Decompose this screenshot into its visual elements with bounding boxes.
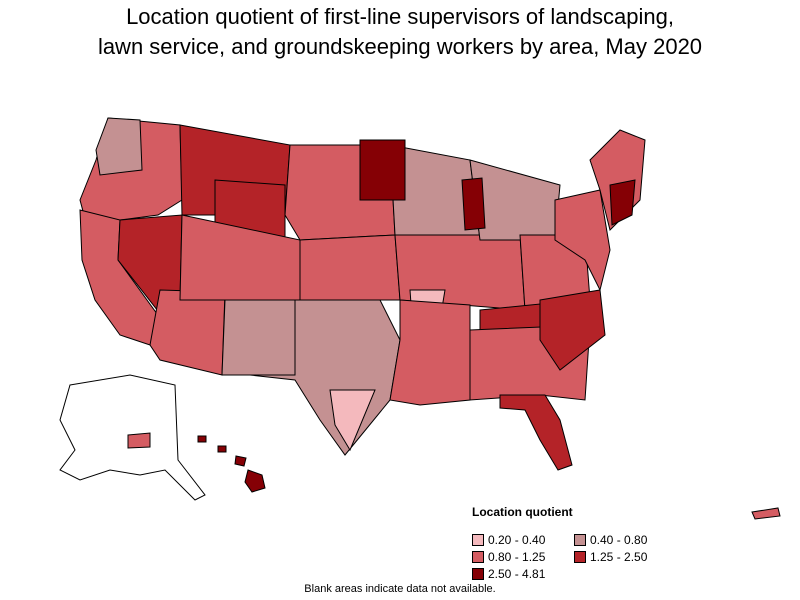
legend-label-0: 0.20 - 0.40 xyxy=(488,533,546,547)
region-alaska-anchorage xyxy=(127,432,151,449)
legend-item-3: 1.25 - 2.50 xyxy=(574,550,694,564)
region-puerto-rico xyxy=(751,507,781,520)
region-texas-gulf xyxy=(329,389,376,452)
region-carolinas xyxy=(539,289,606,371)
region-pacific-northwest xyxy=(95,117,143,176)
legend-title: Location quotient xyxy=(472,505,573,519)
us-choropleth-map xyxy=(59,117,781,520)
region-michigan xyxy=(461,177,486,231)
region-louisiana-mississippi xyxy=(389,299,471,406)
footnote: Blank areas indicate data not available. xyxy=(304,583,496,595)
region-hawaii-maui xyxy=(234,455,247,467)
legend-item-2: 0.80 - 1.25 xyxy=(472,550,574,564)
legend-label-4: 2.50 - 4.81 xyxy=(488,567,546,581)
legend-label-2: 0.80 - 1.25 xyxy=(488,550,546,564)
legend-swatch-2 xyxy=(472,551,484,563)
legend-label-1: 0.40 - 0.80 xyxy=(590,533,648,547)
region-new-mexico xyxy=(221,299,296,376)
legend-item-1: 0.40 - 0.80 xyxy=(574,533,694,547)
region-new-england-east xyxy=(609,179,636,226)
region-hawaii-oahu xyxy=(217,445,227,453)
map-title-line2: lawn service, and groundskeeping workers… xyxy=(97,34,703,59)
alaska xyxy=(59,374,206,501)
region-florida xyxy=(499,394,573,471)
region-great-plains-mid xyxy=(299,234,401,301)
map-title-line1: Location quotient of first-line supervis… xyxy=(126,4,674,29)
hawaii xyxy=(197,435,266,493)
map-title: Location quotient of first-line supervis… xyxy=(0,2,800,62)
legend: Location quotient 0.20 - 0.40 0.40 - 0.8… xyxy=(472,505,712,581)
legend-grid: 0.20 - 0.40 0.40 - 0.80 0.80 - 1.25 1.25… xyxy=(472,533,712,581)
legend-swatch-3 xyxy=(574,551,586,563)
region-hawaii-big-island xyxy=(244,469,266,493)
legend-label-3: 1.25 - 2.50 xyxy=(590,550,648,564)
region-arizona xyxy=(149,289,226,376)
puerto-rico xyxy=(751,507,781,520)
legend-item-4: 2.50 - 4.81 xyxy=(472,567,574,581)
region-minnesota-north xyxy=(359,139,406,201)
legend-swatch-4 xyxy=(472,568,484,580)
region-hawaii-kauai xyxy=(197,435,207,443)
legend-swatch-0 xyxy=(472,534,484,546)
contiguous-us xyxy=(79,117,646,471)
legend-item-0: 0.20 - 0.40 xyxy=(472,533,574,547)
legend-swatch-1 xyxy=(574,534,586,546)
